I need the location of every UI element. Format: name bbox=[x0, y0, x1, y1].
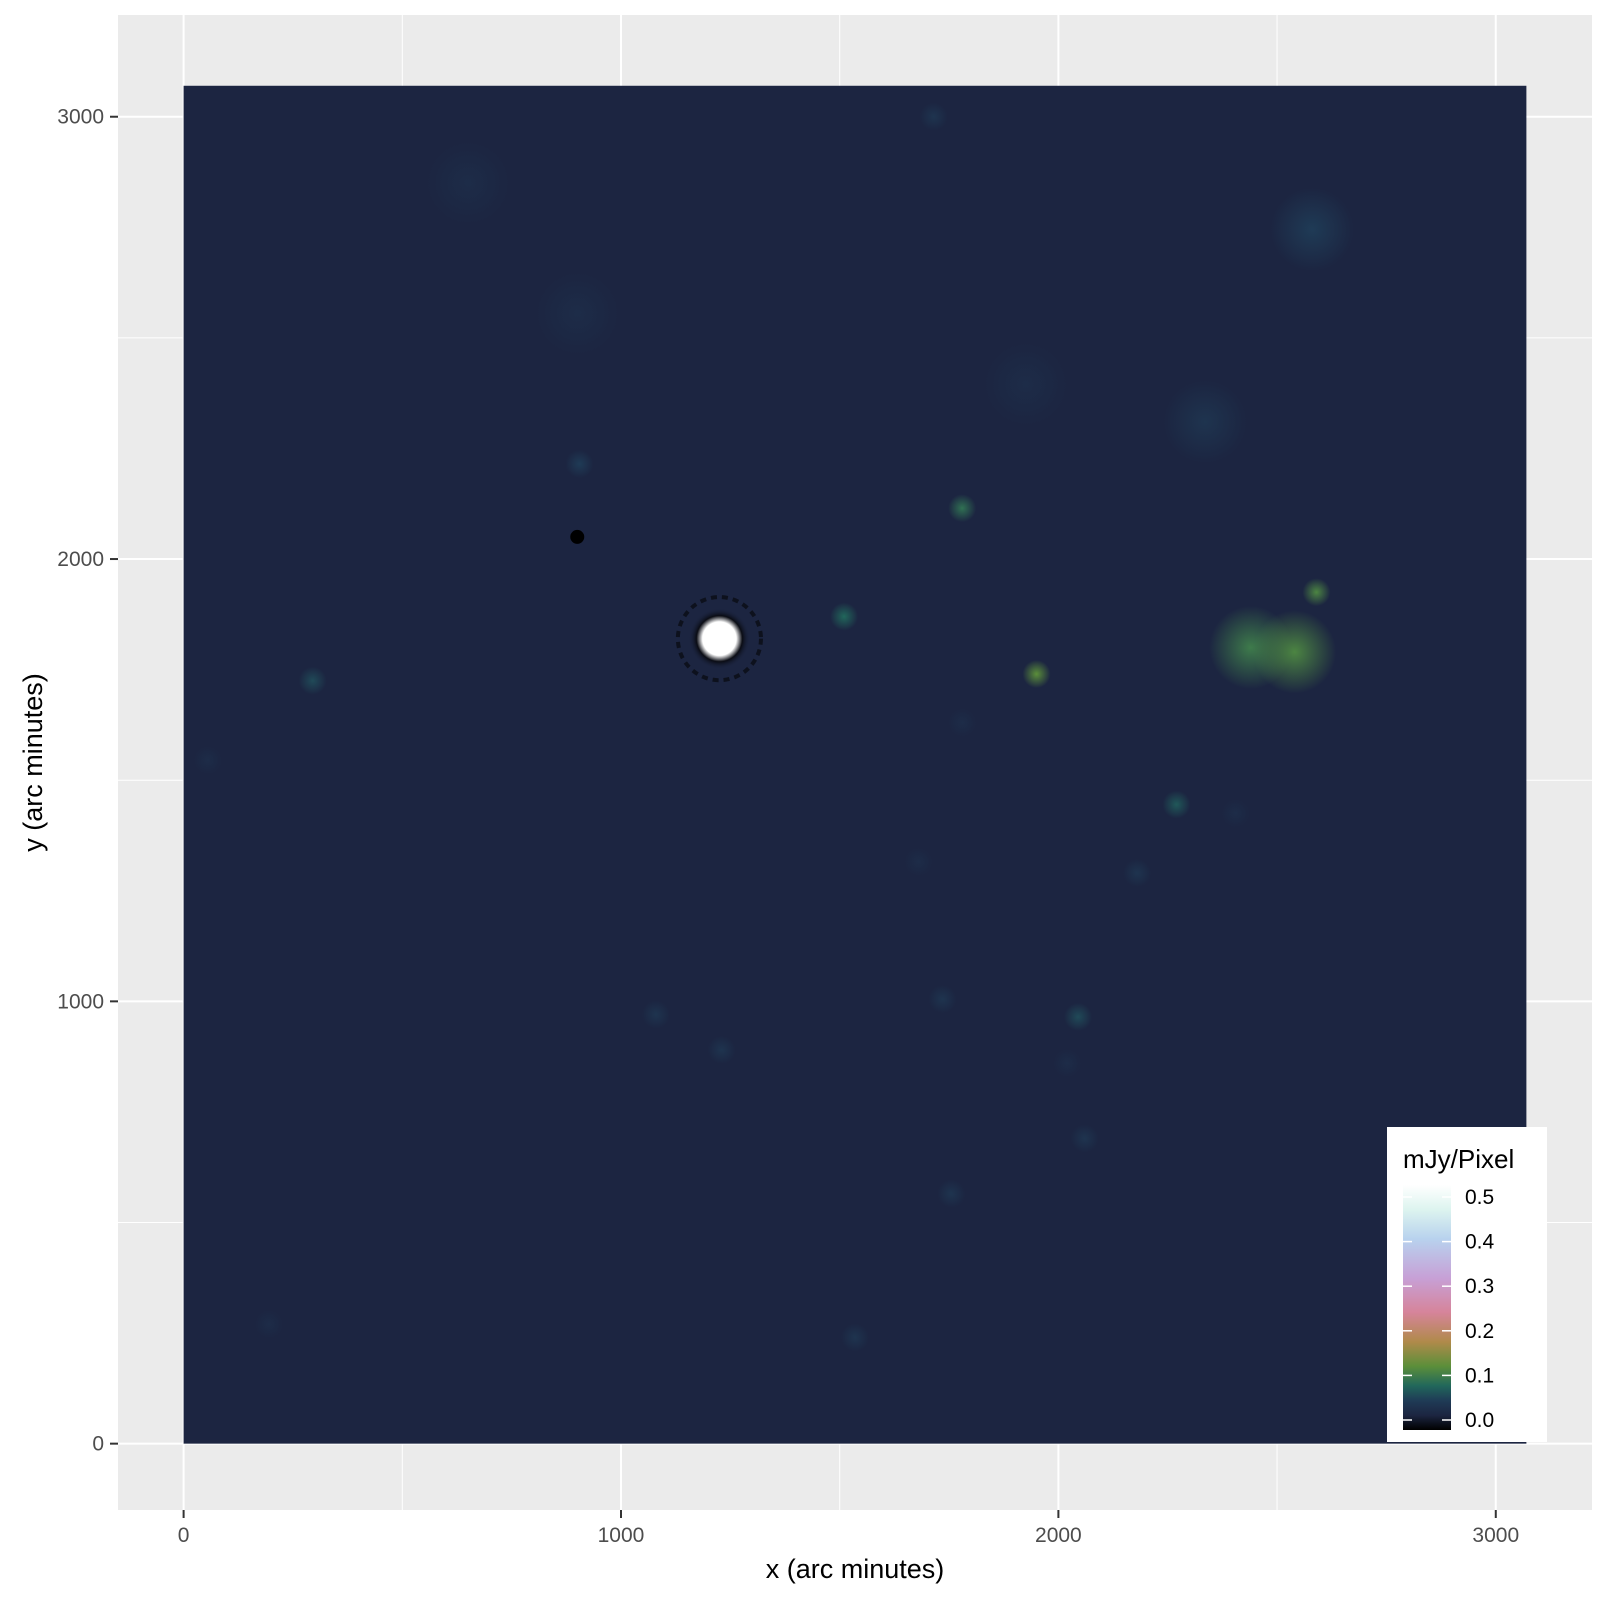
point-source bbox=[948, 708, 977, 737]
legend-tick-label: 0.5 bbox=[1465, 1186, 1494, 1209]
legend-ticks: 0.0 0.1 0.2 0.3 0.4 0.5 bbox=[1403, 1186, 1495, 1432]
y-tick-label: 1000 bbox=[57, 990, 104, 1013]
diffuse-emission bbox=[984, 342, 1068, 426]
y-tick-label: 0 bbox=[92, 1433, 104, 1456]
dark-spot bbox=[570, 529, 585, 544]
x-axis-title: x (arc minutes) bbox=[766, 1554, 945, 1584]
y-tick-label: 2000 bbox=[57, 548, 104, 571]
point-source bbox=[565, 449, 594, 478]
heatmap-raster bbox=[183, 85, 1527, 1444]
point-source bbox=[937, 1179, 966, 1208]
heatmap-background bbox=[183, 85, 1527, 1444]
legend-colorbar bbox=[1403, 1185, 1451, 1430]
point-source bbox=[904, 848, 933, 877]
bright-source bbox=[688, 608, 751, 670]
colorbar-legend: mJy/Pixel 0.0 0.1 0.2 0.3 0.4 0.5 bbox=[1387, 1127, 1547, 1442]
x-tick-label: 2000 bbox=[1035, 1524, 1082, 1547]
x-tick-label: 3000 bbox=[1472, 1524, 1519, 1547]
x-axis-tick-labels: 0 1000 2000 3000 bbox=[178, 1524, 1519, 1547]
point-source bbox=[1123, 859, 1152, 888]
diffuse-emission bbox=[426, 141, 510, 225]
diffuse-emission bbox=[1270, 187, 1354, 272]
point-source bbox=[841, 1323, 869, 1352]
heatmap-sources bbox=[193, 102, 1354, 1352]
y-tick-label: 3000 bbox=[57, 106, 104, 129]
x-tick-label: 0 bbox=[178, 1524, 190, 1547]
point-source bbox=[1162, 790, 1191, 819]
diffuse-emission bbox=[1163, 380, 1247, 464]
point-source bbox=[193, 746, 222, 775]
point-source bbox=[254, 1310, 283, 1339]
legend-tick-label: 0.3 bbox=[1465, 1275, 1494, 1298]
point-source bbox=[641, 1000, 670, 1029]
y-axis-title: y (arc minutes) bbox=[18, 673, 48, 852]
point-source bbox=[1064, 1002, 1093, 1031]
legend-tick-label: 0.4 bbox=[1465, 1231, 1495, 1254]
bright-source-ring bbox=[675, 595, 763, 683]
point-source bbox=[928, 985, 957, 1014]
x-tick-label: 1000 bbox=[598, 1524, 645, 1547]
point-source bbox=[1302, 578, 1331, 607]
point-source bbox=[830, 602, 859, 631]
point-source bbox=[1053, 1049, 1082, 1078]
legend-title: mJy/Pixel bbox=[1403, 1144, 1514, 1174]
point-source bbox=[298, 666, 327, 695]
legend-tick-label: 0.2 bbox=[1465, 1320, 1494, 1343]
y-axis-tick-labels: 0 1000 2000 3000 bbox=[57, 106, 104, 1456]
point-source bbox=[1070, 1124, 1099, 1153]
point-source bbox=[919, 102, 948, 131]
diffuse-emission bbox=[535, 272, 619, 356]
point-source bbox=[707, 1036, 736, 1064]
legend-tick-label: 0.1 bbox=[1465, 1364, 1494, 1387]
point-source bbox=[1221, 799, 1250, 828]
diffuse-emission bbox=[1253, 610, 1337, 694]
point-source bbox=[1022, 660, 1051, 689]
point-source bbox=[948, 494, 977, 523]
legend-tick-label: 0.0 bbox=[1465, 1409, 1494, 1432]
axis-ticks bbox=[110, 115, 1497, 1518]
